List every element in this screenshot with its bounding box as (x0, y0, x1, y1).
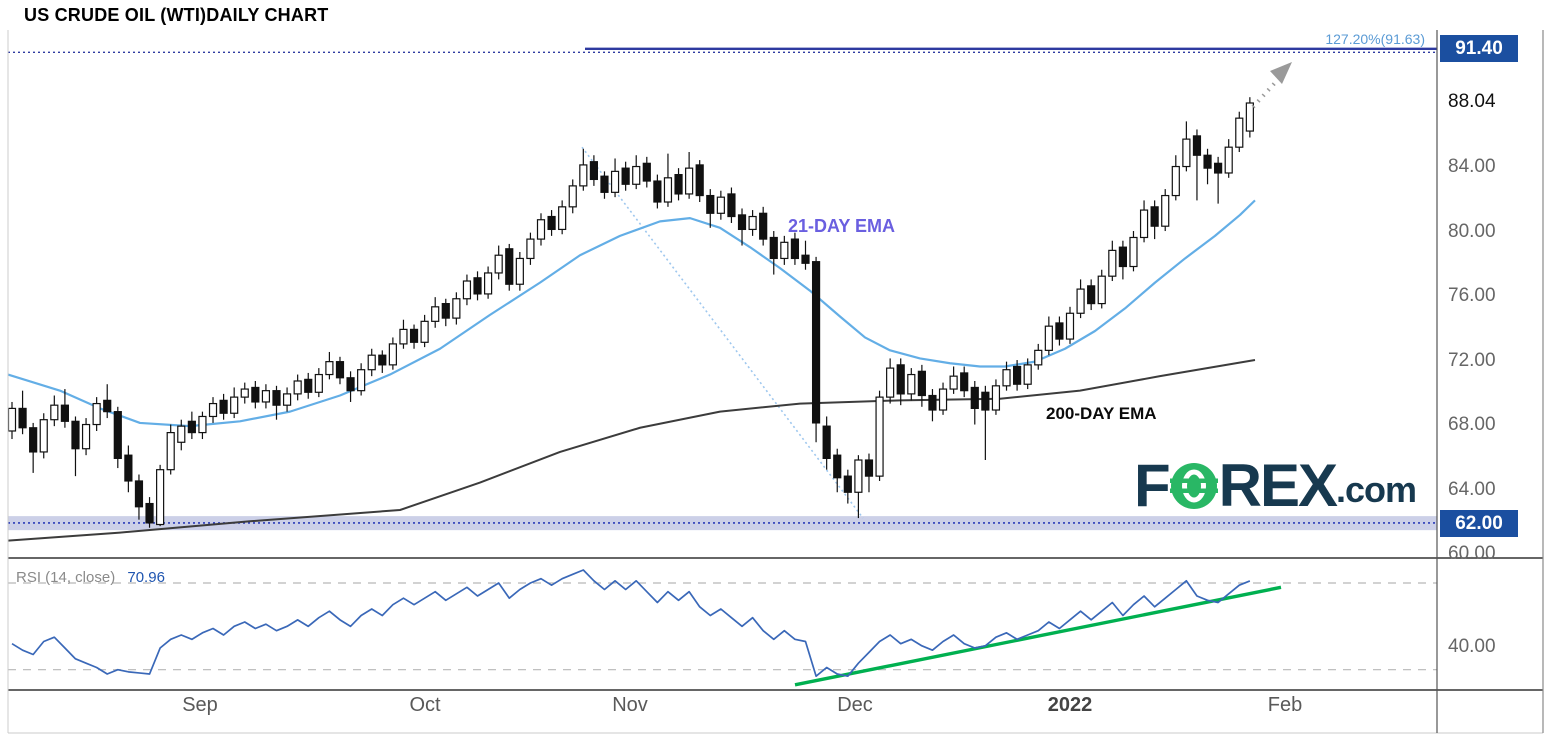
price-axis-tick-68.00: 68.00 (1448, 414, 1496, 436)
rsi-trendline (794, 585, 1282, 687)
price-axis-tick-76.00: 76.00 (1448, 285, 1496, 307)
forex-logo-rex: REX (1218, 452, 1338, 519)
time-axis-label-Feb: Feb (1267, 694, 1303, 716)
price-axis-tick-60.00: 60.00 (1448, 543, 1496, 565)
ema200-line (7, 359, 1256, 542)
time-axis-label-2022: 2022 (1047, 694, 1093, 716)
rsi-axis-tick-40: 40.00 (1448, 636, 1496, 657)
rsi-caption: RSI (14, close) 70.96 (16, 569, 165, 586)
forex-logo-com: .com (1336, 469, 1417, 510)
breakout-arrow (1251, 62, 1292, 109)
time-axis-label-Dec: Dec (837, 694, 873, 716)
ema200-label: 200-DAY EMA (1046, 404, 1157, 423)
ema21-line (7, 199, 1256, 428)
price-axis-tick-72.00: 72.00 (1448, 349, 1496, 371)
price-badge-support: 62.00 (1440, 510, 1518, 537)
price-axis-tick-80.00: 80.00 (1448, 220, 1496, 242)
support-zone (8, 516, 1437, 531)
forex-logo-f: F (1134, 452, 1171, 519)
pane-borders (7, 30, 1544, 734)
fib-extension-label: 127.20%(91.63) (1325, 31, 1425, 47)
chart-title: US CRUDE OIL (WTI)DAILY CHART (24, 5, 329, 25)
time-axis-label-Nov: Nov (612, 694, 648, 716)
rsi-indicator-label: RSI (14, close) (16, 569, 116, 586)
forex-logo-coin-icon (1169, 463, 1218, 509)
rsi-current-value: 70.96 (127, 569, 165, 586)
price-axis-tick-88.04: 88.04 (1448, 91, 1496, 112)
candles (7, 97, 1254, 528)
rsi-line (11, 569, 1251, 678)
price-axis-tick-64.00: 64.00 (1448, 478, 1496, 500)
forex-logo: F REX .com (1134, 452, 1417, 519)
price-axis-tick-84.00: 84.00 (1448, 156, 1496, 178)
ema21-label: 21-DAY EMA (788, 216, 896, 236)
time-axis-label-Oct: Oct (409, 694, 441, 716)
time-axis-label-Sep: Sep (182, 694, 218, 716)
price-badge-resistance: 91.40 (1440, 35, 1518, 62)
